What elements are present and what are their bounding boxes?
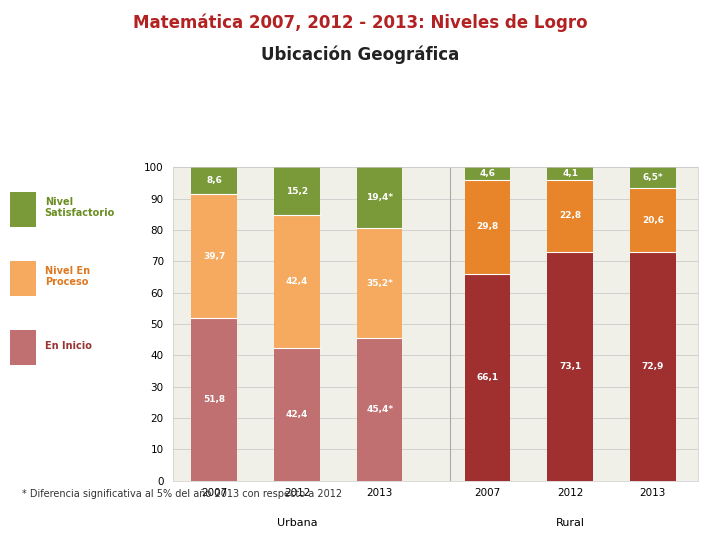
Text: 22,8: 22,8	[559, 212, 581, 220]
Text: 8,6: 8,6	[206, 176, 222, 185]
Bar	[10, 192, 36, 227]
Text: 35,2*: 35,2*	[366, 279, 393, 288]
Bar	[464, 180, 510, 274]
Text: 51,8: 51,8	[203, 395, 225, 404]
Text: 42,4: 42,4	[286, 410, 308, 418]
Text: 66,1: 66,1	[476, 373, 498, 382]
Bar	[630, 252, 675, 481]
Bar	[274, 167, 320, 215]
Bar	[547, 252, 593, 481]
Text: Urbana: Urbana	[276, 518, 318, 528]
Text: Rural: Rural	[556, 518, 585, 528]
Text: 73,1: 73,1	[559, 362, 581, 370]
Bar	[192, 319, 237, 481]
Bar	[464, 274, 510, 481]
Text: En Inicio: En Inicio	[45, 341, 91, 350]
Text: 4,1: 4,1	[562, 170, 578, 178]
Bar	[10, 330, 36, 365]
Text: 39,7: 39,7	[203, 252, 225, 261]
Text: Matemática 2007, 2012 - 2013: Niveles de Logro: Matemática 2007, 2012 - 2013: Niveles de…	[132, 14, 588, 32]
Bar	[274, 348, 320, 481]
Bar	[464, 166, 510, 180]
Text: 20,6: 20,6	[642, 215, 664, 225]
Bar	[357, 167, 402, 228]
Bar	[357, 339, 402, 481]
Text: Nivel
Satisfactorio: Nivel Satisfactorio	[45, 197, 115, 218]
Text: 42,4: 42,4	[286, 277, 308, 286]
Text: Ubicación Geográfica: Ubicación Geográfica	[261, 46, 459, 64]
Bar	[10, 261, 36, 296]
Text: 45,4*: 45,4*	[366, 405, 393, 414]
Text: 15,2: 15,2	[286, 187, 308, 195]
Bar	[192, 167, 237, 194]
Text: Nivel En
Proceso: Nivel En Proceso	[45, 266, 90, 287]
Text: 72,9: 72,9	[642, 362, 664, 371]
Text: * Diferencia significativa al 5% del año 2013 con respecto a 2012: * Diferencia significativa al 5% del año…	[22, 489, 342, 499]
Bar	[192, 194, 237, 319]
Text: 19,4*: 19,4*	[366, 193, 393, 202]
Bar	[547, 167, 593, 180]
Bar	[630, 167, 675, 188]
Text: 6,5*: 6,5*	[642, 173, 663, 182]
Bar	[274, 215, 320, 348]
Text: 29,8: 29,8	[476, 222, 498, 232]
Bar	[547, 180, 593, 252]
Text: 4,6: 4,6	[480, 168, 495, 178]
Bar	[630, 188, 675, 252]
Bar	[357, 228, 402, 339]
